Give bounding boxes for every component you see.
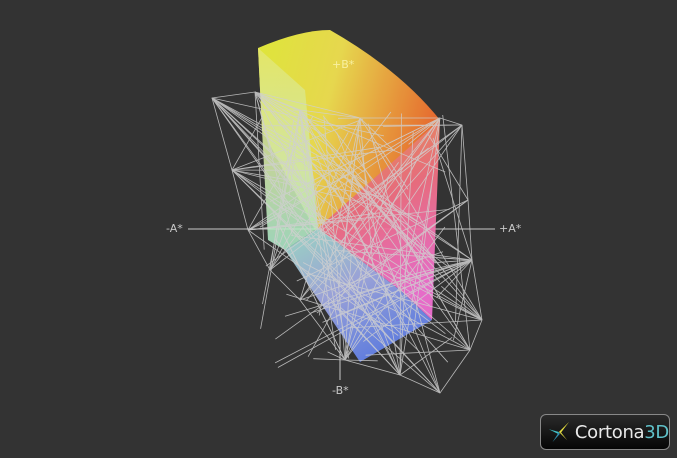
wireframe-edge	[331, 302, 401, 376]
wireframe-edge	[231, 169, 430, 306]
wireframe-edge	[299, 109, 350, 359]
wireframe-edge	[262, 109, 301, 305]
wireframe-edge	[363, 259, 473, 342]
wireframe-edge	[434, 259, 473, 264]
wireframe-edge	[254, 91, 322, 223]
wireframe-edge	[299, 109, 336, 350]
wireframe-edge	[265, 124, 463, 267]
wireframe-edge	[231, 149, 392, 171]
wireframe-edge	[400, 289, 471, 351]
wireframe-edge	[211, 97, 456, 273]
wireframe-edge	[348, 117, 441, 242]
wireframe-edge	[399, 336, 453, 376]
wireframe-edge	[432, 137, 473, 261]
wireframe-edge	[307, 117, 441, 357]
wireframe-edge	[399, 169, 435, 376]
wireframe-edge	[436, 259, 473, 298]
wireframe-edge	[455, 124, 463, 322]
wireframe-edge	[299, 109, 402, 292]
wireframe-edge	[308, 124, 463, 247]
wireframe-edge	[313, 358, 346, 361]
wireframe-edge	[260, 109, 301, 329]
wireframe-edge	[370, 124, 463, 258]
axis-label-plus-b: +B*	[332, 58, 355, 71]
wireframe-edge	[322, 115, 483, 321]
wireframe-edge	[367, 123, 441, 394]
wireframe-edge	[247, 174, 330, 231]
wireframe-edge	[231, 146, 380, 171]
wireframe-edge	[211, 97, 418, 222]
wireframe-edge	[344, 359, 378, 362]
wireframe-edge	[211, 97, 368, 183]
wireframe-edge	[254, 91, 326, 137]
wireframe-edge	[254, 91, 350, 210]
wireframe-edge	[299, 109, 420, 260]
wireframe-edge	[211, 97, 312, 240]
wireframe-edge	[359, 117, 409, 190]
wireframe-edge	[344, 226, 446, 361]
wireframe-edge	[254, 91, 360, 118]
axis-label-minus-a: -A*	[166, 222, 183, 235]
axis-label-plus-a: +A*	[499, 222, 522, 235]
wireframe-edge	[254, 91, 365, 173]
wireframe-edge	[296, 199, 469, 282]
wireframe-edge	[254, 91, 446, 173]
axis-label-minus-b: -B*	[332, 384, 349, 397]
wireframe-edge	[299, 109, 312, 234]
wireframe-edge	[340, 117, 441, 243]
wireframe-edge	[231, 169, 350, 171]
wireframe-edge	[286, 168, 401, 376]
wireframe-edge	[333, 187, 441, 394]
wireframe-edge	[399, 113, 402, 376]
wireframe-edge	[359, 259, 473, 294]
cortona3d-logo[interactable]: Cortona3D	[540, 414, 670, 450]
wireframe-outline	[211, 91, 483, 394]
wireframe-edge	[269, 111, 392, 271]
wireframe-edge	[365, 349, 471, 356]
cortona-star-icon	[548, 421, 570, 443]
wireframe-edge	[231, 115, 264, 171]
wireframe-edge	[383, 124, 463, 127]
wireframe-edge	[254, 91, 303, 146]
wireframe-edge	[270, 182, 483, 321]
wireframe-edge	[274, 259, 473, 364]
wireframe-edge	[302, 262, 471, 351]
wireframe-edge	[275, 199, 469, 340]
wireframe-edge	[327, 351, 346, 361]
wireframe-edge	[344, 247, 366, 361]
wireframe-edge	[247, 212, 380, 231]
wireframe-edge	[323, 117, 346, 361]
wireframe-edge	[254, 91, 293, 237]
wireframe-edge	[299, 109, 445, 272]
wireframe-edge	[316, 199, 469, 314]
gamut-face-right	[318, 120, 440, 320]
wireframe-edge	[269, 132, 349, 271]
wireframe-edge	[408, 117, 441, 145]
wireframe-edge	[211, 97, 358, 230]
wireframe-edge	[427, 134, 469, 201]
wireframe-edge	[330, 117, 441, 194]
wireframe-edge	[328, 273, 441, 394]
wireframe-edge	[336, 132, 441, 394]
wireframe-edge	[291, 235, 473, 261]
wireframe-edge	[348, 252, 483, 321]
wireframe-edge	[284, 117, 441, 196]
reference-gamut-wireframe	[211, 91, 483, 394]
logo-text: Cortona3D	[574, 421, 669, 443]
wireframe-edge	[299, 251, 444, 301]
wireframe-edge	[442, 114, 471, 351]
wireframe-edge	[247, 209, 450, 231]
wireframe-edge	[299, 162, 399, 301]
wireframe-edge	[340, 306, 441, 394]
wireframe-edge	[231, 169, 420, 353]
wireframe-edge	[211, 97, 297, 187]
wireframe-edge	[344, 253, 352, 361]
wireframe-edge	[231, 169, 388, 326]
wireframe-edge	[254, 91, 331, 132]
wireframe-edge	[272, 213, 346, 361]
wireframe-edge	[254, 91, 437, 264]
wireframe-edge	[277, 122, 473, 261]
wireframe-edge	[359, 117, 374, 269]
